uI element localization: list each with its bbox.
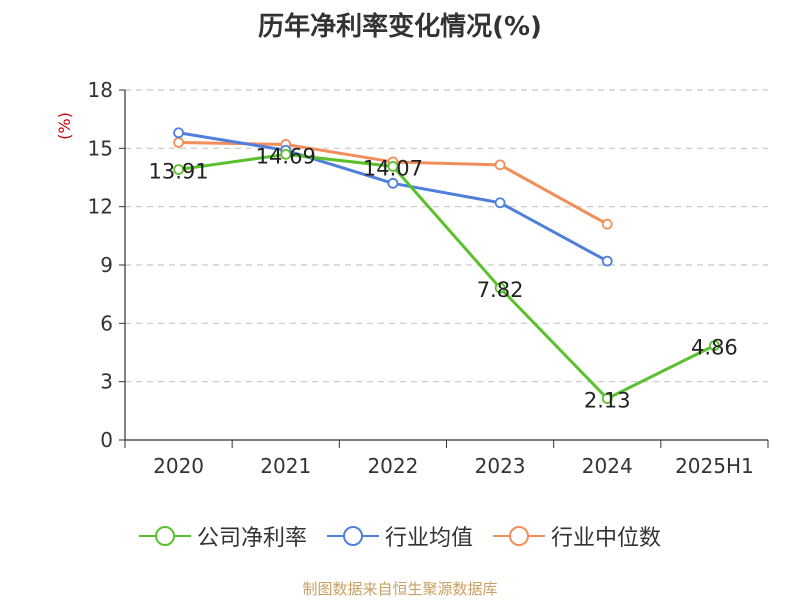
chart-title: 历年净利率变化情况(%): [258, 12, 542, 42]
legend-industry-avg-label: 行业均值: [384, 526, 473, 551]
data-point: [709, 340, 720, 351]
y-axis-unit-label: (%): [55, 112, 74, 140]
legend-industry-median-icon: [493, 526, 545, 546]
x-tick-label: 2020: [153, 454, 204, 478]
x-tick-label: 2023: [475, 454, 526, 478]
data-label: 7.82: [477, 278, 524, 302]
legend-industry-median-label: 行业中位数: [551, 526, 662, 551]
data-label: 13.91: [149, 160, 209, 184]
x-tick-label: 2025H1: [675, 454, 754, 478]
legend-item-industry-median[interactable]: 行业中位数: [493, 520, 661, 552]
legend-item-industry-avg[interactable]: 行业均值: [326, 520, 473, 552]
series-line-0: [178, 152, 716, 401]
data-label: 4.86: [691, 336, 738, 360]
data-label-layer: 13.91 14.69 14.07 7.82 2.13 4.86: [149, 144, 738, 412]
data-label: 2.13: [584, 389, 631, 413]
data-point: [173, 164, 184, 175]
data-point: [280, 148, 292, 160]
x-tick-label: 2022: [367, 454, 418, 478]
data-point: [494, 159, 506, 171]
legend-company-icon: [138, 526, 191, 546]
series-line-1: [178, 131, 608, 263]
legend-industry-avg-icon: [326, 526, 379, 546]
data-point: [387, 177, 399, 189]
data-point: [601, 393, 613, 404]
y-tick-label: 9: [100, 253, 113, 277]
grid-layer: [125, 89, 768, 383]
data-label: 14.07: [363, 156, 423, 180]
x-tick-label: 2024: [582, 454, 633, 478]
axis-layer: 0 3 6 9 12 15 18 (%) 2020 2021 2022 2023 2024 2025H1: [55, 78, 769, 478]
y-tick-label: 0: [100, 428, 113, 452]
data-point: [601, 218, 613, 230]
data-point: [494, 282, 506, 294]
data-point: [173, 137, 184, 148]
y-tick-label: 3: [100, 370, 113, 394]
legend-company-label: 公司净利率: [196, 526, 307, 551]
legend-item-company[interactable]: 公司净利率: [138, 520, 307, 552]
source-note: 制图数据来自恒生聚源数据库: [302, 580, 498, 598]
data-point: [387, 161, 399, 172]
legend: 公司净利率 行业均值 行业中位数: [0, 520, 800, 552]
data-point: [601, 255, 613, 267]
series-layer: [173, 127, 720, 404]
y-tick-label: 12: [88, 195, 113, 219]
data-point: [173, 127, 184, 139]
data-label: 14.69: [256, 144, 316, 168]
data-point: [494, 197, 506, 209]
y-tick-label: 18: [88, 78, 113, 102]
x-tick-label: 2021: [260, 454, 311, 478]
y-tick-label: 6: [100, 311, 113, 335]
y-tick-label: 15: [88, 136, 113, 160]
